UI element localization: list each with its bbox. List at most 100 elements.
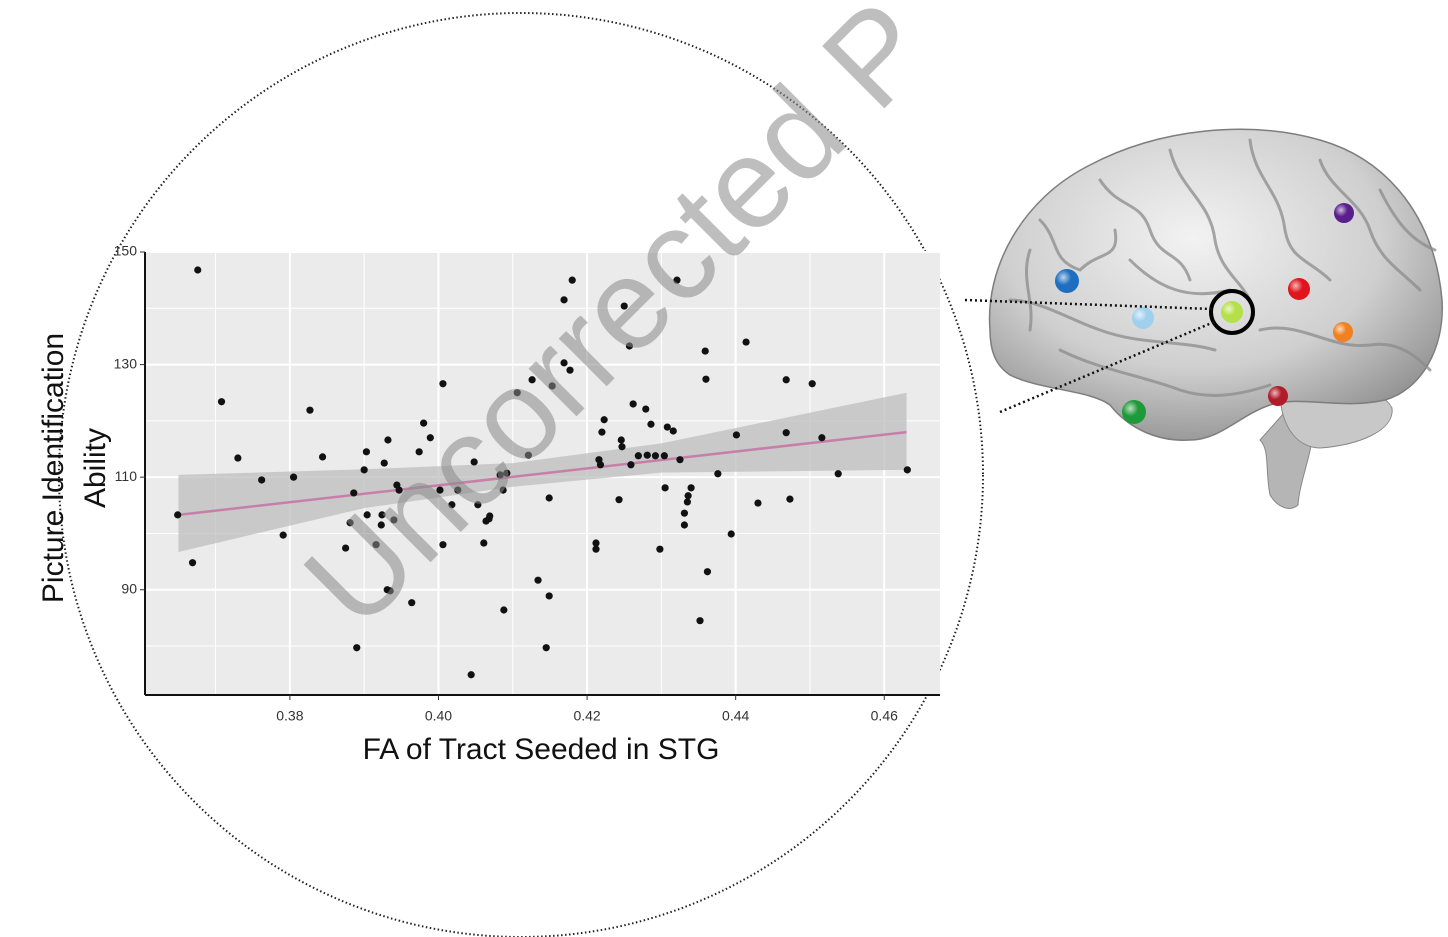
y-tick-label: 130 bbox=[114, 355, 138, 371]
data-point bbox=[474, 501, 482, 509]
data-point bbox=[480, 539, 488, 547]
data-point bbox=[306, 406, 314, 414]
data-point bbox=[503, 469, 511, 477]
data-point bbox=[439, 541, 447, 549]
data-point bbox=[703, 568, 712, 576]
data-point bbox=[486, 512, 494, 520]
y-axis-label: Ability bbox=[79, 428, 112, 508]
data-point bbox=[634, 452, 642, 460]
data-point bbox=[676, 456, 684, 464]
data-point bbox=[732, 431, 741, 439]
data-point bbox=[742, 338, 750, 346]
data-point bbox=[500, 606, 508, 614]
data-point bbox=[696, 617, 704, 625]
data-point bbox=[727, 530, 735, 538]
data-point bbox=[808, 380, 816, 388]
data-point bbox=[342, 544, 350, 552]
data-point bbox=[625, 342, 634, 350]
data-point bbox=[372, 541, 380, 549]
x-tick-label: 0.44 bbox=[722, 708, 749, 724]
data-point bbox=[647, 420, 655, 428]
data-point bbox=[318, 453, 327, 461]
x-tick-label: 0.42 bbox=[573, 708, 600, 724]
data-point bbox=[687, 484, 695, 492]
data-point bbox=[702, 375, 710, 383]
data-point bbox=[642, 405, 650, 413]
data-point bbox=[545, 494, 553, 502]
data-point bbox=[386, 587, 394, 595]
data-point bbox=[568, 276, 576, 284]
data-point bbox=[560, 359, 568, 367]
data-point bbox=[818, 434, 826, 442]
data-point bbox=[217, 398, 226, 406]
data-point bbox=[378, 511, 386, 519]
data-point bbox=[615, 496, 623, 504]
data-point bbox=[663, 423, 671, 431]
data-point bbox=[362, 448, 371, 456]
data-point bbox=[542, 644, 550, 652]
data-point bbox=[363, 511, 371, 519]
data-point bbox=[174, 511, 182, 519]
data-point bbox=[384, 436, 392, 444]
data-point bbox=[408, 599, 416, 607]
data-point bbox=[513, 389, 521, 397]
data-point bbox=[701, 347, 709, 355]
data-point bbox=[377, 521, 385, 529]
data-point bbox=[470, 458, 478, 466]
data-point bbox=[524, 451, 532, 459]
data-point bbox=[834, 470, 842, 478]
data-point bbox=[289, 473, 298, 481]
x-tick-label: 0.40 bbox=[425, 708, 452, 724]
data-point bbox=[656, 545, 664, 553]
data-point bbox=[600, 416, 608, 424]
data-point bbox=[629, 400, 637, 408]
data-point bbox=[651, 452, 660, 460]
data-point bbox=[592, 545, 600, 553]
data-point bbox=[467, 671, 475, 679]
data-point bbox=[390, 516, 398, 524]
data-point bbox=[782, 429, 790, 437]
data-point bbox=[534, 576, 542, 584]
data-point bbox=[548, 382, 556, 390]
data-point bbox=[436, 486, 444, 494]
data-point bbox=[380, 459, 388, 467]
zoom-circle bbox=[58, 12, 984, 937]
data-point bbox=[560, 296, 568, 304]
data-point bbox=[680, 509, 689, 517]
data-point bbox=[618, 443, 626, 451]
data-point bbox=[420, 419, 428, 427]
data-point bbox=[903, 466, 911, 474]
x-tick-label: 0.46 bbox=[871, 708, 898, 724]
data-point bbox=[661, 484, 669, 492]
data-point bbox=[448, 501, 456, 509]
data-point bbox=[360, 466, 368, 474]
data-point bbox=[620, 302, 628, 310]
data-point bbox=[643, 451, 651, 459]
data-point bbox=[499, 486, 507, 494]
data-point bbox=[279, 531, 287, 539]
data-point bbox=[627, 461, 635, 469]
data-point bbox=[786, 495, 794, 503]
brain bbox=[988, 128, 1443, 509]
data-point bbox=[528, 376, 536, 384]
data-point bbox=[592, 539, 600, 547]
x-axis-label: FA of Tract Seeded in STG bbox=[363, 733, 720, 766]
data-point bbox=[545, 592, 553, 600]
zoom-line bbox=[964, 298, 1213, 311]
data-point bbox=[496, 471, 504, 479]
data-point bbox=[426, 434, 434, 442]
data-point bbox=[350, 489, 358, 497]
data-point bbox=[353, 644, 361, 652]
data-point bbox=[754, 499, 762, 507]
y-tick-label: 90 bbox=[121, 580, 137, 596]
data-point bbox=[669, 427, 677, 435]
zoom-line bbox=[999, 320, 1215, 414]
data-point bbox=[617, 436, 625, 444]
fit-line bbox=[178, 430, 907, 517]
data-point bbox=[415, 448, 423, 456]
data-point bbox=[258, 476, 266, 484]
y-tick-label: 150 bbox=[114, 243, 138, 259]
data-point bbox=[683, 498, 691, 506]
data-point bbox=[454, 486, 462, 494]
